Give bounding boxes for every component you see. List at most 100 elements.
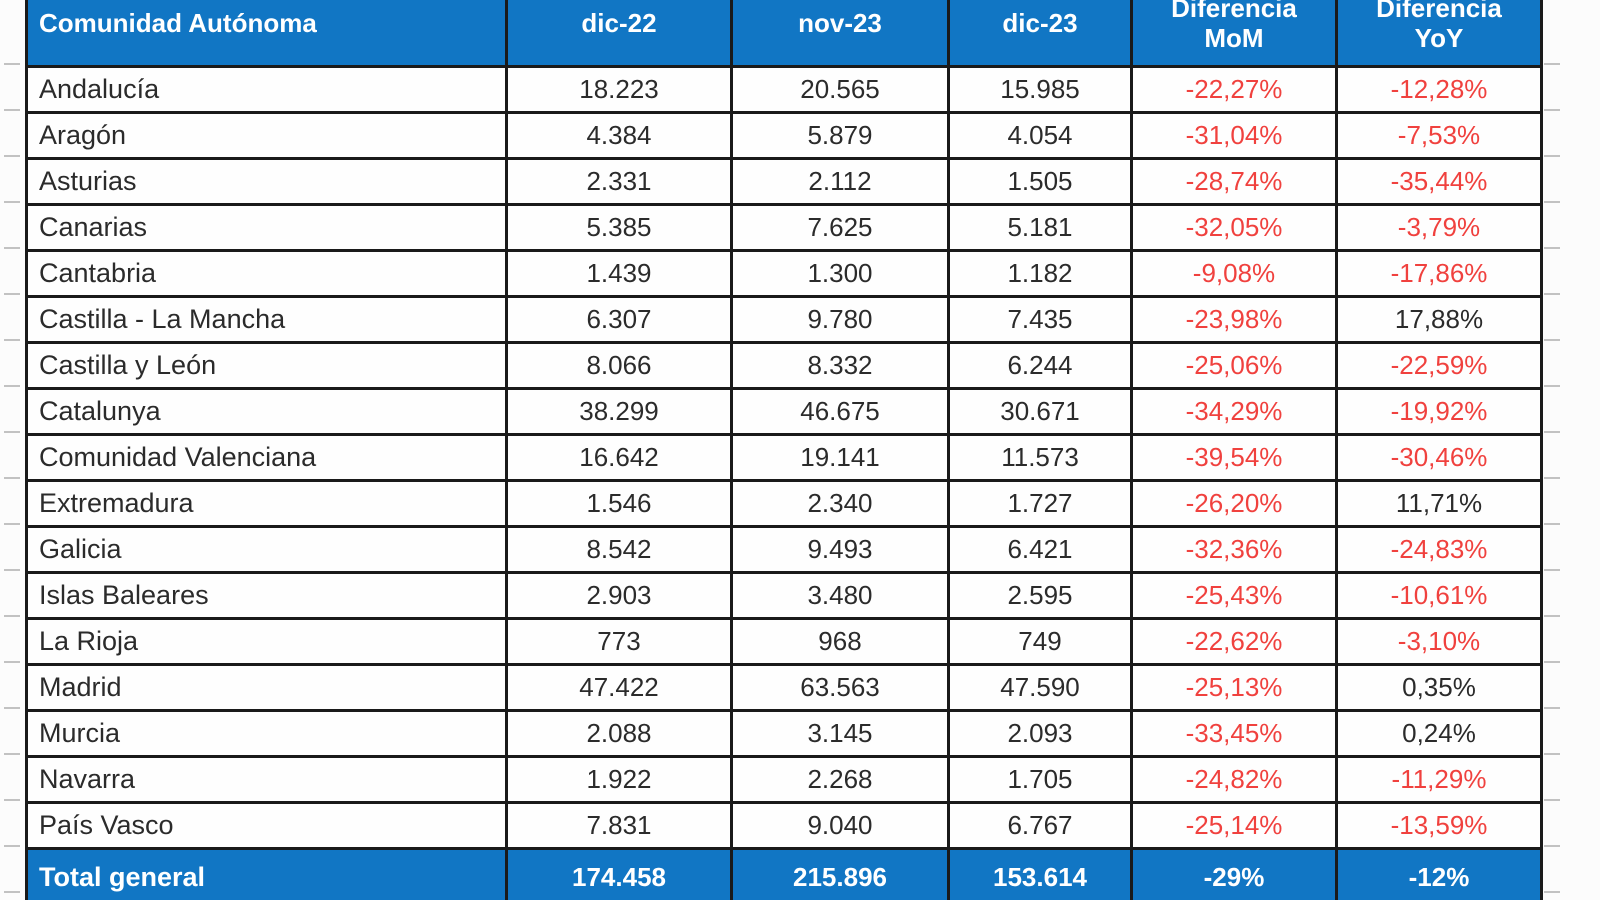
dic22-cell[interactable]: 38.299 (505, 387, 733, 436)
nov23-cell[interactable]: 1.300 (730, 249, 950, 298)
yoy-cell[interactable]: -12,28% (1335, 65, 1543, 114)
dic23-cell[interactable]: 2.595 (947, 571, 1133, 620)
dic22-cell[interactable]: 773 (505, 617, 733, 666)
total-label-cell[interactable]: Total general (25, 847, 508, 900)
dic22-cell[interactable]: 8.066 (505, 341, 733, 390)
nov23-cell[interactable]: 3.145 (730, 709, 950, 758)
region-cell[interactable]: Galicia (25, 525, 508, 574)
nov23-cell[interactable]: 3.480 (730, 571, 950, 620)
dic22-cell[interactable]: 1.922 (505, 755, 733, 804)
nov23-cell[interactable]: 9.493 (730, 525, 950, 574)
mom-cell[interactable]: -22,62% (1130, 617, 1338, 666)
mom-cell[interactable]: -25,13% (1130, 663, 1338, 712)
nov23-cell[interactable]: 19.141 (730, 433, 950, 482)
mom-cell[interactable]: -22,27% (1130, 65, 1338, 114)
total-nov23-cell[interactable]: 215.896 (730, 847, 950, 900)
mom-cell[interactable]: -25,14% (1130, 801, 1338, 850)
yoy-cell[interactable]: 0,35% (1335, 663, 1543, 712)
dic22-cell[interactable]: 2.331 (505, 157, 733, 206)
dic23-cell[interactable]: 1.182 (947, 249, 1133, 298)
header-diferencia-yoy[interactable]: Diferencia YoY (1335, 0, 1543, 68)
region-cell[interactable]: Navarra (25, 755, 508, 804)
dic23-cell[interactable]: 1.705 (947, 755, 1133, 804)
nov23-cell[interactable]: 5.879 (730, 111, 950, 160)
region-cell[interactable]: Murcia (25, 709, 508, 758)
region-cell[interactable]: Madrid (25, 663, 508, 712)
nov23-cell[interactable]: 9.040 (730, 801, 950, 850)
dic23-cell[interactable]: 7.435 (947, 295, 1133, 344)
region-cell[interactable]: Cantabria (25, 249, 508, 298)
dic22-cell[interactable]: 18.223 (505, 65, 733, 114)
mom-cell[interactable]: -34,29% (1130, 387, 1338, 436)
dic22-cell[interactable]: 8.542 (505, 525, 733, 574)
nov23-cell[interactable]: 46.675 (730, 387, 950, 436)
nov23-cell[interactable]: 2.340 (730, 479, 950, 528)
dic23-cell[interactable]: 1.727 (947, 479, 1133, 528)
yoy-cell[interactable]: -19,92% (1335, 387, 1543, 436)
region-cell[interactable]: La Rioja (25, 617, 508, 666)
nov23-cell[interactable]: 63.563 (730, 663, 950, 712)
mom-cell[interactable]: -32,36% (1130, 525, 1338, 574)
dic23-cell[interactable]: 6.244 (947, 341, 1133, 390)
total-dic22-cell[interactable]: 174.458 (505, 847, 733, 900)
dic23-cell[interactable]: 1.505 (947, 157, 1133, 206)
region-cell[interactable]: Andalucía (25, 65, 508, 114)
dic23-cell[interactable]: 749 (947, 617, 1133, 666)
yoy-cell[interactable]: -24,83% (1335, 525, 1543, 574)
region-cell[interactable]: Comunidad Valenciana (25, 433, 508, 482)
region-cell[interactable]: Aragón (25, 111, 508, 160)
yoy-cell[interactable]: -7,53% (1335, 111, 1543, 160)
yoy-cell[interactable]: -10,61% (1335, 571, 1543, 620)
total-dic23-cell[interactable]: 153.614 (947, 847, 1133, 900)
region-cell[interactable]: Islas Baleares (25, 571, 508, 620)
region-cell[interactable]: Asturias (25, 157, 508, 206)
dic22-cell[interactable]: 4.384 (505, 111, 733, 160)
dic23-cell[interactable]: 4.054 (947, 111, 1133, 160)
dic23-cell[interactable]: 6.767 (947, 801, 1133, 850)
dic23-cell[interactable]: 2.093 (947, 709, 1133, 758)
header-diferencia-mom[interactable]: Diferencia MoM (1130, 0, 1338, 68)
dic23-cell[interactable]: 11.573 (947, 433, 1133, 482)
header-dic-23[interactable]: dic-23 (947, 0, 1133, 68)
yoy-cell[interactable]: -11,29% (1335, 755, 1543, 804)
yoy-cell[interactable]: -3,10% (1335, 617, 1543, 666)
yoy-cell[interactable]: -22,59% (1335, 341, 1543, 390)
dic23-cell[interactable]: 47.590 (947, 663, 1133, 712)
dic22-cell[interactable]: 1.546 (505, 479, 733, 528)
header-comunidad-autonoma[interactable]: Comunidad Autónoma (25, 0, 508, 68)
total-yoy-cell[interactable]: -12% (1335, 847, 1543, 900)
region-cell[interactable]: Extremadura (25, 479, 508, 528)
dic22-cell[interactable]: 1.439 (505, 249, 733, 298)
yoy-cell[interactable]: 11,71% (1335, 479, 1543, 528)
dic22-cell[interactable]: 2.903 (505, 571, 733, 620)
mom-cell[interactable]: -26,20% (1130, 479, 1338, 528)
nov23-cell[interactable]: 2.268 (730, 755, 950, 804)
mom-cell[interactable]: -25,06% (1130, 341, 1338, 390)
nov23-cell[interactable]: 2.112 (730, 157, 950, 206)
yoy-cell[interactable]: -30,46% (1335, 433, 1543, 482)
nov23-cell[interactable]: 968 (730, 617, 950, 666)
dic22-cell[interactable]: 6.307 (505, 295, 733, 344)
mom-cell[interactable]: -31,04% (1130, 111, 1338, 160)
dic23-cell[interactable]: 30.671 (947, 387, 1133, 436)
header-nov-23[interactable]: nov-23 (730, 0, 950, 68)
mom-cell[interactable]: -39,54% (1130, 433, 1338, 482)
yoy-cell[interactable]: -35,44% (1335, 157, 1543, 206)
yoy-cell[interactable]: 0,24% (1335, 709, 1543, 758)
dic23-cell[interactable]: 6.421 (947, 525, 1133, 574)
region-cell[interactable]: Canarias (25, 203, 508, 252)
dic22-cell[interactable]: 7.831 (505, 801, 733, 850)
mom-cell[interactable]: -28,74% (1130, 157, 1338, 206)
mom-cell[interactable]: -23,98% (1130, 295, 1338, 344)
mom-cell[interactable]: -24,82% (1130, 755, 1338, 804)
dic23-cell[interactable]: 5.181 (947, 203, 1133, 252)
mom-cell[interactable]: -32,05% (1130, 203, 1338, 252)
mom-cell[interactable]: -25,43% (1130, 571, 1338, 620)
region-cell[interactable]: Castilla - La Mancha (25, 295, 508, 344)
header-dic-22[interactable]: dic-22 (505, 0, 733, 68)
region-cell[interactable]: País Vasco (25, 801, 508, 850)
mom-cell[interactable]: -9,08% (1130, 249, 1338, 298)
mom-cell[interactable]: -33,45% (1130, 709, 1338, 758)
yoy-cell[interactable]: -17,86% (1335, 249, 1543, 298)
dic22-cell[interactable]: 47.422 (505, 663, 733, 712)
